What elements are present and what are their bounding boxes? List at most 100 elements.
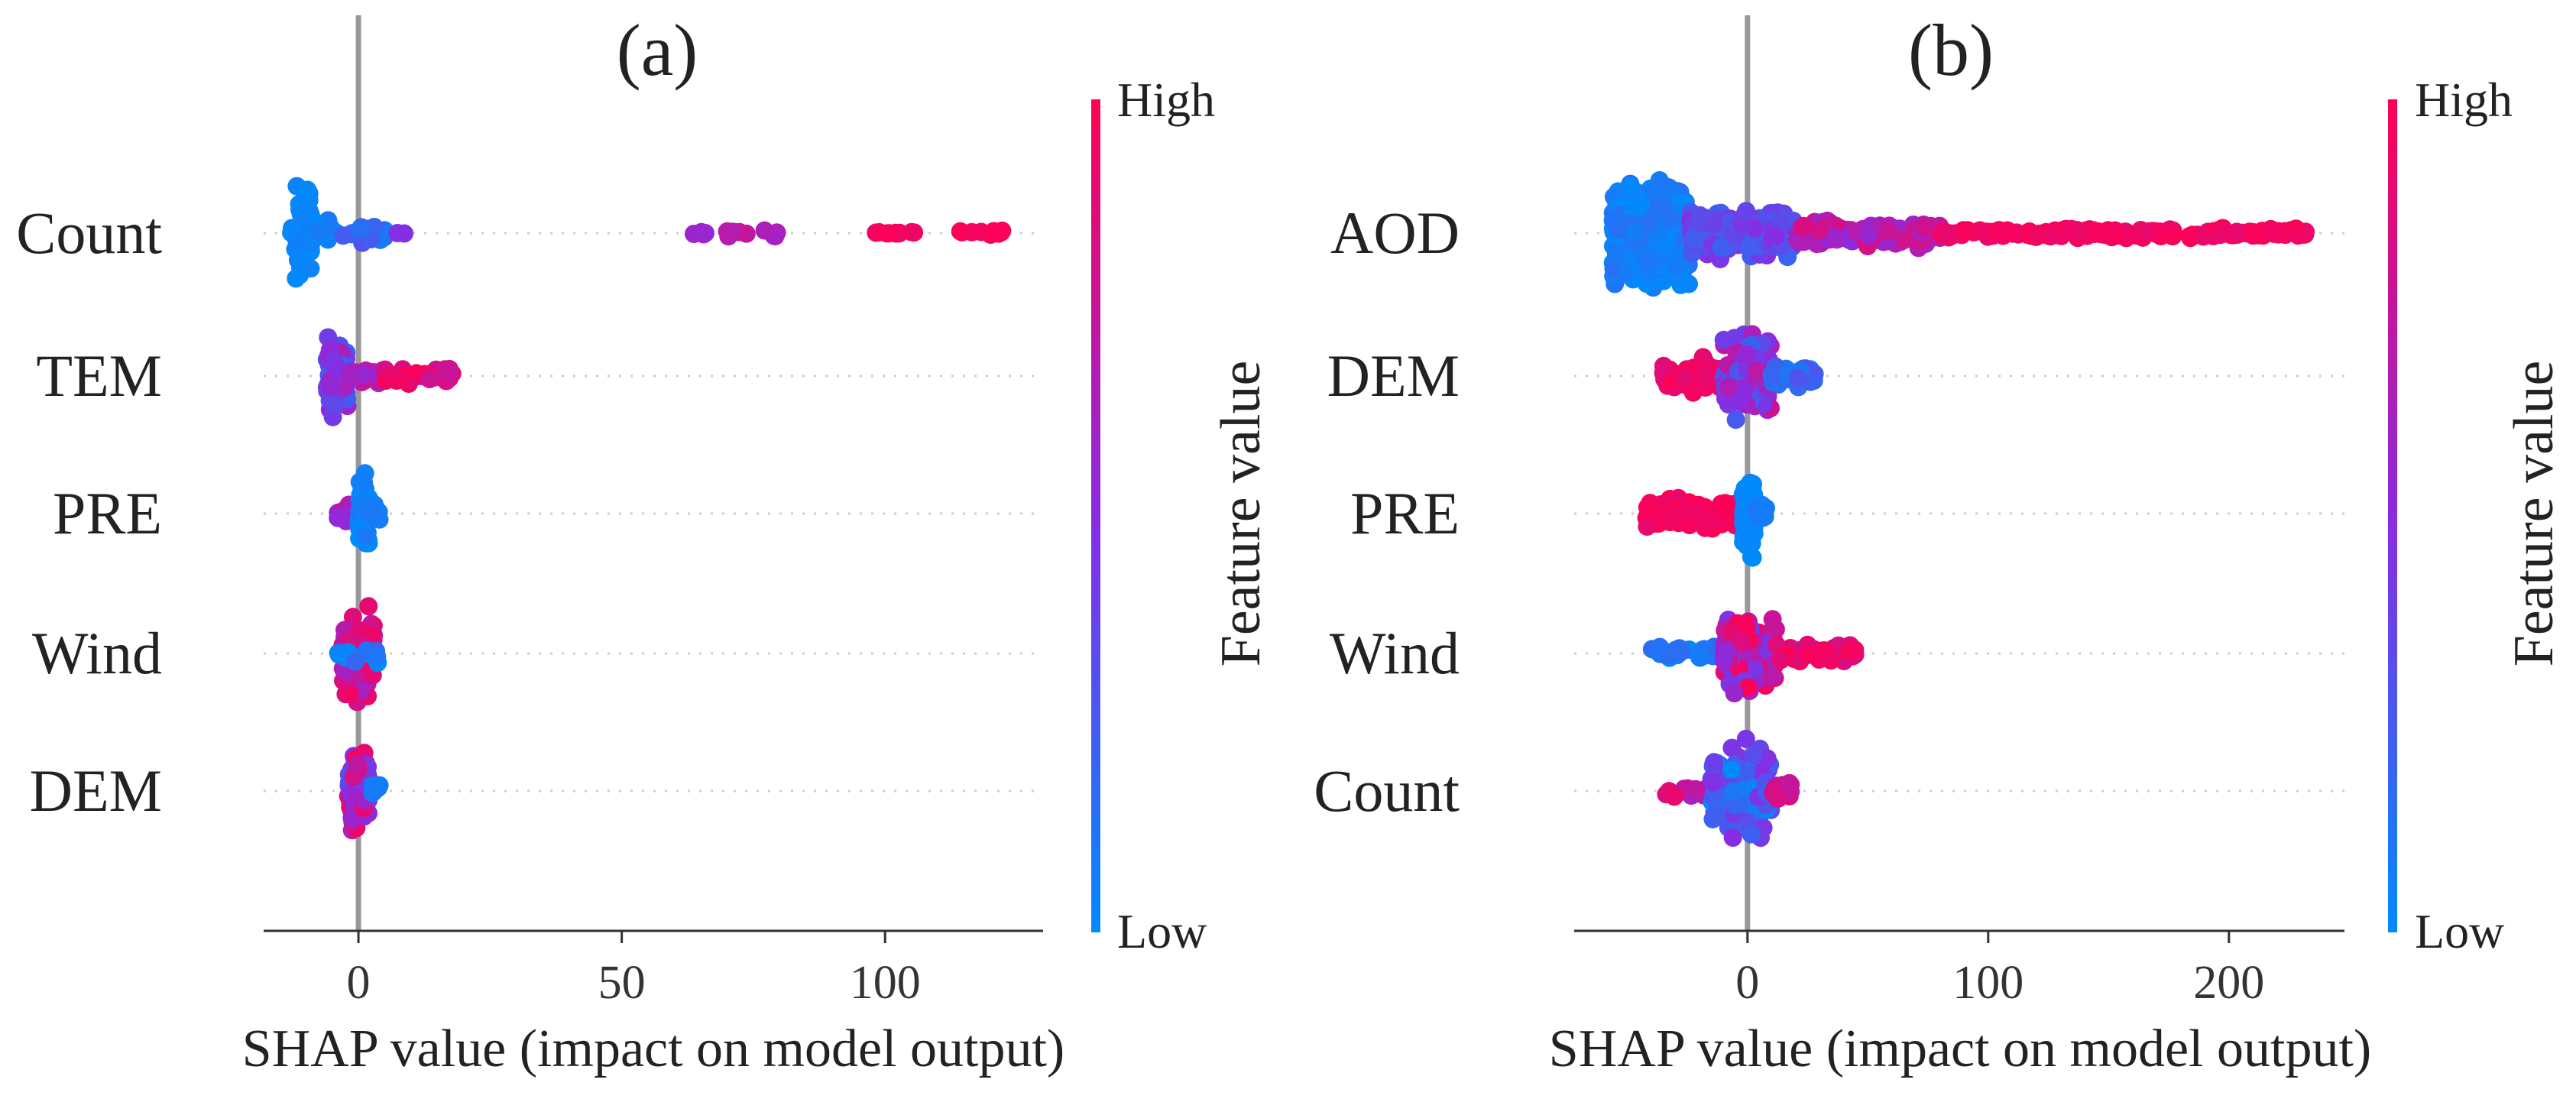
panel-a-xlabel: SHAP value (impact on model output) <box>242 1020 1064 1078</box>
panel-a-colorbar-title: Feature value <box>1210 361 1272 667</box>
shap-point-count <box>1768 789 1787 809</box>
shap-point-aod <box>1994 223 2013 242</box>
shap-point-count <box>1722 760 1741 779</box>
shap-point-count <box>962 222 981 242</box>
shap-point-aod <box>1766 226 1785 245</box>
shap-point-tem <box>393 369 412 388</box>
shap-point-count <box>1705 753 1724 772</box>
shap-point-count <box>298 180 317 199</box>
x-tick-label: 200 <box>2193 957 2264 1009</box>
shap-point-dem <box>1719 378 1738 397</box>
shap-point-wind <box>346 652 365 671</box>
shap-point-aod <box>1810 221 1829 239</box>
shap-point-aod <box>2264 224 2283 243</box>
shap-point-aod <box>1770 211 1789 230</box>
shap-point-aod <box>1858 225 1878 245</box>
shap-point-aod <box>2286 219 2305 238</box>
shap-point-dem <box>1737 345 1756 364</box>
shap-point-count <box>301 259 320 278</box>
shap-point-count <box>990 224 1008 243</box>
shap-point-count <box>1724 782 1743 801</box>
shap-point-aod <box>1878 222 1897 241</box>
shap-point-aod <box>1646 197 1665 216</box>
shap-point-count <box>880 224 899 243</box>
shap-point-aod <box>1631 194 1650 213</box>
shap-point-wind <box>1725 684 1744 703</box>
shap-point-pre <box>1638 517 1657 536</box>
x-tick-label: 0 <box>1735 957 1759 1009</box>
shap-point-tem <box>440 364 459 383</box>
shap-point-count <box>1660 782 1679 801</box>
shap-point-dem <box>1675 368 1694 387</box>
shap-point-count <box>1744 746 1763 765</box>
shap-point-pre <box>1638 498 1657 517</box>
shap-point-pre <box>356 526 375 545</box>
panel-a-title: (a) <box>617 9 698 91</box>
shap-point-dem <box>365 780 383 799</box>
shap-point-aod <box>1621 177 1640 196</box>
shap-point-wind <box>1738 678 1758 697</box>
shap-point-tem <box>321 377 340 396</box>
shap-point-wind <box>1842 641 1862 660</box>
feature-label-count: Count <box>16 199 162 266</box>
shap-point-aod <box>1914 219 1933 238</box>
shap-point-wind <box>359 597 378 616</box>
shap-point-count <box>289 232 308 251</box>
shap-point-aod <box>1825 228 1844 247</box>
shap-point-tem <box>376 371 395 390</box>
shap-point-aod <box>1794 216 1813 235</box>
shap-point-count <box>1736 729 1755 748</box>
shap-point-count <box>1686 780 1705 799</box>
shap-point-dem <box>342 809 361 828</box>
shap-point-dem <box>1788 368 1807 387</box>
feature-label-aod: AOD <box>1330 199 1460 266</box>
shap-point-aod <box>2180 226 2199 245</box>
shap-point-aod <box>2244 224 2263 243</box>
shap-point-tem <box>355 365 374 384</box>
feature-label-pre: PRE <box>53 480 162 546</box>
shap-point-wind <box>1771 650 1790 669</box>
shap-point-wind <box>1761 668 1781 687</box>
shap-point-aod <box>2029 225 2048 244</box>
shap-point-count <box>1723 828 1742 847</box>
shap-point-aod <box>1739 238 1758 258</box>
shap-point-count <box>365 218 384 236</box>
shap-point-pre <box>1738 535 1758 554</box>
feature-label-dem: DEM <box>30 757 162 824</box>
x-tick-label: 0 <box>347 957 371 1009</box>
shap-point-wind <box>1732 632 1751 651</box>
shap-point-aod <box>1609 220 1628 239</box>
shap-point-aod <box>1683 229 1703 248</box>
shap-point-wind <box>1815 641 1834 660</box>
shap-point-aod <box>2226 223 2245 242</box>
shap-point-aod <box>1939 224 1959 243</box>
feature-label-dem: DEM <box>1327 342 1460 409</box>
feature-label-pre: PRE <box>1350 480 1460 546</box>
shap-point-count <box>287 269 306 288</box>
shap-point-count <box>334 226 352 245</box>
shap-point-pre <box>350 472 369 491</box>
feature-label-tem: TEM <box>36 342 162 409</box>
shap-point-pre <box>361 507 381 526</box>
shap-point-aod <box>1955 222 1975 242</box>
shap-point-aod <box>2101 225 2120 245</box>
shap-point-wind <box>1745 660 1764 679</box>
x-tick-label: 50 <box>598 957 646 1009</box>
shap-point-aod <box>1705 215 1724 234</box>
panel-a-colorbar-high: High <box>1117 73 1215 127</box>
shap-point-aod <box>2152 225 2171 244</box>
shap-point-wind <box>1763 610 1782 629</box>
shap-point-tem <box>420 370 439 388</box>
shap-point-pre <box>329 508 348 527</box>
panel-a-ticks: 0 50 100 <box>347 931 921 1009</box>
shap-point-aod <box>1615 264 1635 283</box>
shap-point-aod <box>1640 212 1659 232</box>
feature-label-count: Count <box>1314 757 1460 824</box>
shap-point-wind <box>1651 637 1669 656</box>
panel-b-xlabel: SHAP value (impact on model output) <box>1549 1020 2371 1078</box>
shap-point-tem <box>341 366 360 385</box>
shap-point-wind <box>1667 640 1686 660</box>
shap-point-dem <box>1764 365 1784 384</box>
x-tick-label: 100 <box>850 957 921 1009</box>
